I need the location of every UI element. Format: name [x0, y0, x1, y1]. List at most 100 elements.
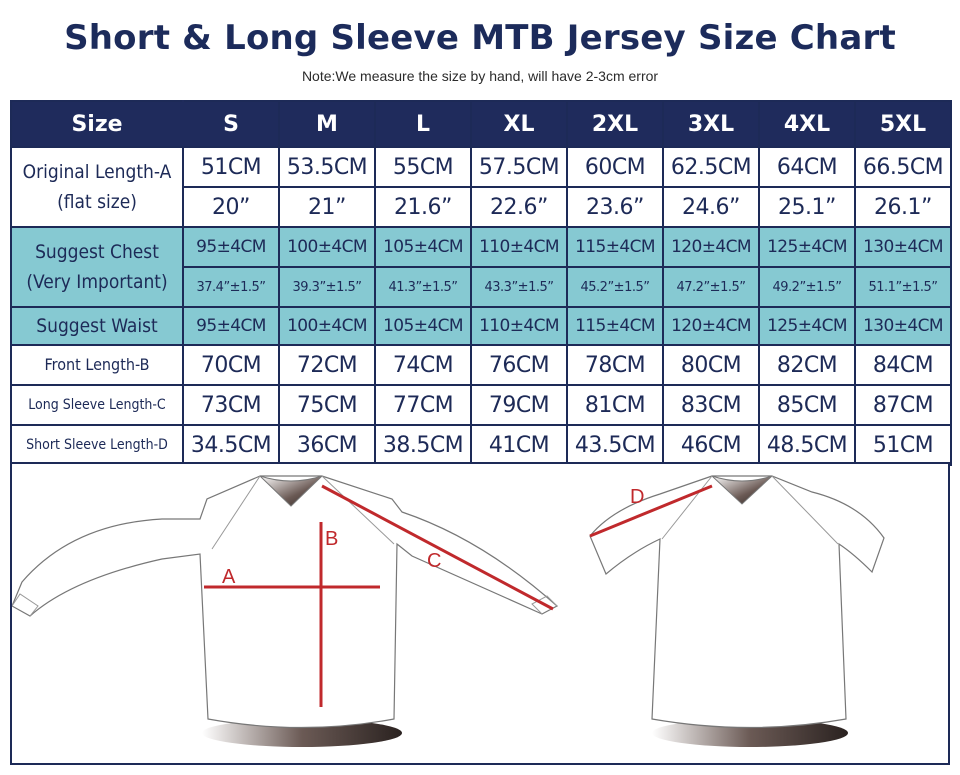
table-cell: 43.5CM [566, 424, 664, 466]
table-cell: 75CM [278, 384, 376, 426]
table-cell: 72CM [278, 344, 376, 386]
label-suggest-waist: Suggest Waist [10, 306, 184, 346]
label-original-length-line2: (flat size) [57, 191, 137, 213]
table-cell: 100±4CM [278, 306, 376, 346]
table-cell: 55CM [374, 146, 472, 188]
table-cell: 87CM [854, 384, 952, 426]
table-cell: 51CM [854, 424, 952, 466]
table-row-waist: Suggest Waist 95±4CM 100±4CM 105±4CM 110… [10, 306, 952, 346]
table-cell: 125±4CM [758, 306, 856, 346]
label-suggest-chest-line2: (Very Important) [26, 271, 168, 293]
table-cell: 120±4CM [662, 306, 760, 346]
table-cell: 80CM [662, 344, 760, 386]
table-row-long-sleeve: Long Sleeve Length-C 73CM 75CM 77CM 79CM… [10, 384, 952, 426]
table-cell: 130±4CM [854, 306, 952, 346]
table-cell: 21.6” [374, 186, 472, 228]
measure-line-c [321, 484, 554, 611]
table-cell: 110±4CM [470, 226, 568, 268]
table-cell: 64CM [758, 146, 856, 188]
label-suggest-chest-line1: Suggest Chest [35, 240, 159, 263]
table-cell: 43.3”±1.5” [470, 266, 568, 308]
table-cell: 57.5CM [470, 146, 568, 188]
measure-line-d [589, 484, 713, 538]
label-a: A [222, 566, 236, 588]
table-cell: 51CM [182, 146, 280, 188]
table-cell: 82CM [758, 344, 856, 386]
jersey-drawings [12, 475, 885, 747]
header-3xl: 3XL [662, 100, 760, 148]
table-cell: 77CM [374, 384, 472, 426]
table-cell: 48.5CM [758, 424, 856, 466]
header-xl: XL [470, 100, 568, 148]
table-cell: 34.5CM [182, 424, 280, 466]
measurement-note: Note:We measure the size by hand, will h… [301, 68, 659, 84]
table-cell: 100±4CM [278, 226, 376, 268]
table-cell: 41CM [470, 424, 568, 466]
header-5xl: 5XL [854, 100, 952, 148]
label-original-length-line1: Original Length-A [22, 160, 172, 183]
label-long-sleeve: Long Sleeve Length-C [10, 384, 184, 426]
table-cell: 25.1” [758, 186, 856, 228]
table-cell: 105±4CM [374, 306, 472, 346]
label-short-sleeve: Short Sleeve Length-D [10, 424, 184, 466]
table-row-chest-inch: 37.4”±1.5” 39.3”±1.5” 41.3”±1.5” 43.3”±1… [11, 266, 952, 308]
table-cell: 24.6” [662, 186, 760, 228]
table-cell: 37.4”±1.5” [182, 266, 280, 308]
label-d: D [630, 486, 645, 508]
label-original-length: Original Length-A (flat size) [10, 146, 184, 228]
table-cell: 70CM [182, 344, 280, 386]
table-cell: 79CM [470, 384, 568, 426]
table-cell: 45.2”±1.5” [566, 266, 664, 308]
table-cell: 125±4CM [758, 226, 856, 268]
table-cell: 26.1” [854, 186, 952, 228]
jersey-measurement-diagram: A B C D [10, 462, 950, 765]
table-cell: 120±4CM [662, 226, 760, 268]
table-cell: 74CM [374, 344, 472, 386]
table-cell: 130±4CM [854, 226, 952, 268]
long-jersey-body-outline [12, 475, 559, 729]
table-cell: 41.3”±1.5” [374, 266, 472, 308]
header-size: Size [10, 100, 184, 148]
header-m: M [278, 100, 376, 148]
table-cell: 110±4CM [470, 306, 568, 346]
table-cell: 21” [278, 186, 376, 228]
page-title: Short & Long Sleeve MTB Jersey Size Char… [64, 18, 896, 58]
size-chart-table: Size S M L XL 2XL 3XL 4XL 5XL Original L… [10, 100, 952, 466]
table-cell: 60CM [566, 146, 664, 188]
table-cell: 73CM [182, 384, 280, 426]
long-jersey-cuff-left [12, 593, 39, 617]
table-cell: 81CM [566, 384, 664, 426]
short-sleeve-jersey [589, 475, 885, 747]
table-cell: 85CM [758, 384, 856, 426]
table-cell: 53.5CM [278, 146, 376, 188]
table-row-short-sleeve: Short Sleeve Length-D 34.5CM 36CM 38.5CM… [10, 424, 952, 466]
long-sleeve-jersey [12, 475, 559, 747]
long-jersey-cuff-right [531, 595, 558, 615]
table-cell: 62.5CM [662, 146, 760, 188]
table-cell: 46CM [662, 424, 760, 466]
table-cell: 95±4CM [182, 306, 280, 346]
table-cell: 47.2”±1.5” [662, 266, 760, 308]
header-2xl: 2XL [566, 100, 664, 148]
header-4xl: 4XL [758, 100, 856, 148]
table-cell: 38.5CM [374, 424, 472, 466]
short-jersey-body-outline [589, 475, 885, 729]
table-cell: 39.3”±1.5” [278, 266, 376, 308]
label-c: C [427, 550, 442, 572]
table-row-original-length-cm: Original Length-A (flat size) 51CM 53.5C… [10, 146, 952, 228]
header-s: S [182, 100, 280, 148]
short-jersey-hem-shadow [652, 719, 848, 747]
long-jersey-hem-shadow [202, 719, 402, 747]
header-l: L [374, 100, 472, 148]
table-cell: 20” [182, 186, 280, 228]
table-row-chest-cm: Suggest Chest (Very Important) 95±4CM 10… [10, 226, 952, 308]
table-cell: 95±4CM [182, 226, 280, 268]
table-cell: 84CM [854, 344, 952, 386]
table-cell: 36CM [278, 424, 376, 466]
table-cell: 115±4CM [566, 226, 664, 268]
table-cell: 22.6” [470, 186, 568, 228]
label-suggest-chest: Suggest Chest (Very Important) [10, 226, 184, 308]
table-row-original-length-inch: 20” 21” 21.6” 22.6” 23.6” 24.6” 25.1” 26… [11, 186, 952, 228]
table-cell: 83CM [662, 384, 760, 426]
short-jersey-raglan-seam [661, 475, 839, 545]
